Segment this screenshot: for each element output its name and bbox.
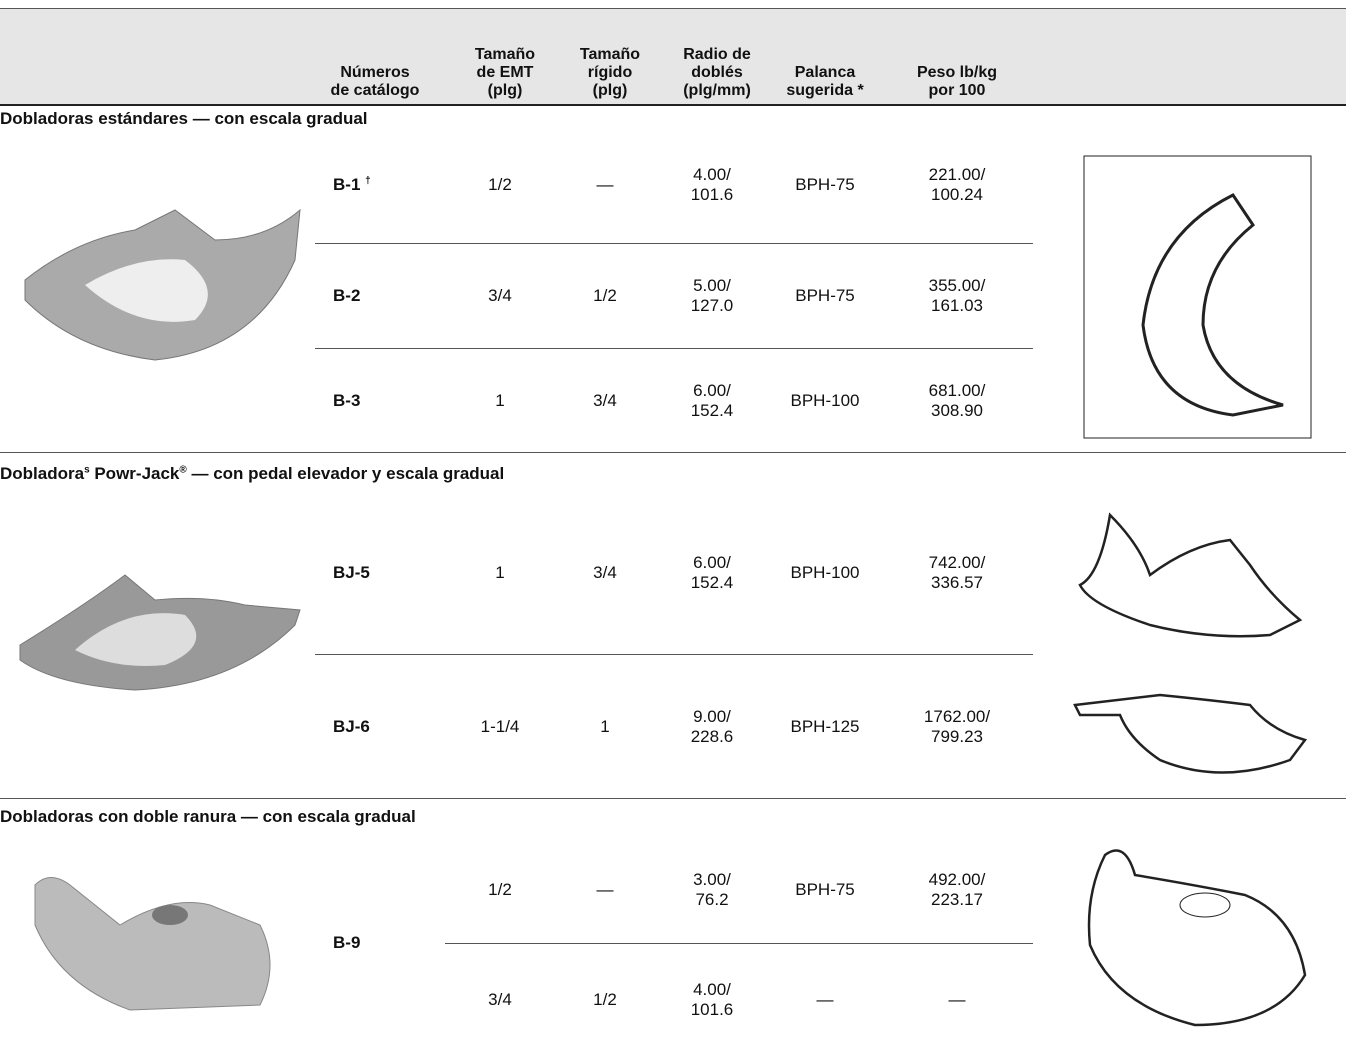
section-title-part: Powr-Jack [89,464,180,483]
table-cell: 1/2 [593,286,617,305]
table-cell: 3/4 [593,563,617,582]
table-cell: 6.00/ 152.4 [690,553,734,592]
section-title-part: Dobladoras estándares — con escala gradu… [0,109,368,128]
column-header: Tamaño de EMT (plg) [474,46,536,99]
row-separator [315,654,1033,655]
table-cell: 1 [495,563,505,582]
section-separator [0,452,1346,453]
section-separator [0,798,1346,799]
table-cell: 3/4 [593,391,617,410]
table-cell: 681.00/ 308.90 [928,381,986,420]
table-cell: 492.00/ 223.17 [928,870,986,909]
table-cell: 1/2 [593,990,617,1009]
table-cell: BPH-100 [790,391,860,410]
table-cell: 742.00/ 336.57 [928,553,986,592]
catalog-number: B-2 [333,286,361,305]
table-cell: 4.00/ 101.6 [690,980,734,1019]
table-cell: — [948,990,966,1009]
product-image [24,208,301,361]
table-cell: 3.00/ 76.2 [693,870,731,909]
table-cell: 1 [495,391,505,410]
section-title-part: ® [179,464,187,476]
table-header [0,8,1346,106]
table-cell: BPH-75 [795,880,855,899]
table-cell: BPH-125 [790,717,860,736]
catalog-number: BJ-5 [333,563,370,582]
section-title-part: — con pedal elevador y escala gradual [186,464,505,483]
row-separator [445,943,1033,944]
column-header: Peso lb/kg por 100 [916,64,998,99]
table-cell: 1/2 [488,880,512,899]
table-cell: BPH-75 [795,175,855,194]
catalog-number: BJ-6 [333,717,370,736]
column-header: Tamaño rígido (plg) [579,46,641,99]
table-cell: 6.00/ 152.4 [690,381,734,420]
column-header: Palanca sugerida * [786,64,864,99]
table-cell: 1762.00/ 799.23 [923,707,991,746]
product-image [1083,155,1312,439]
section-title: Dobladoras con doble ranura — con escala… [0,807,416,827]
table-cell: 3/4 [488,286,512,305]
product-image [1078,512,1303,638]
table-cell: BPH-100 [790,563,860,582]
section-title: Dobladoras estándares — con escala gradu… [0,109,368,129]
product-image [19,574,301,691]
table-cell: 1/2 [488,175,512,194]
table-cell: 3/4 [488,990,512,1009]
product-image [1073,693,1308,774]
table-cell: — [596,880,614,899]
row-separator [315,348,1033,349]
column-header: Radio de doblés (plg/mm) [683,46,751,99]
row-separator [315,243,1033,244]
table-cell: 5.00/ 127.0 [690,276,734,315]
table-cell: 221.00/ 100.24 [928,165,986,204]
catalog-number: B-9 [333,933,361,952]
section-title-part: Dobladora [0,464,85,483]
table-cell: BPH-75 [795,286,855,305]
product-image [34,877,271,1011]
column-header: Números de catálogo [330,64,420,99]
section-title-part: Dobladoras con doble ranura — con escala… [0,807,416,826]
table-cell: — [816,990,834,1009]
table-cell: 1 [600,717,610,736]
footnote-mark: † [365,175,371,187]
product-image [1087,849,1307,1027]
table-cell: 4.00/ 101.6 [690,165,734,204]
section-title-part: s [84,464,90,476]
table-cell: 355.00/ 161.03 [928,276,986,315]
table-cell: — [596,175,614,194]
table-cell: 9.00/ 228.6 [690,707,734,746]
table-cell: 1-1/4 [480,717,520,736]
catalog-number: B-3 [333,391,361,410]
catalog-number: B-1 † [333,175,371,194]
section-title: Dobladoras Powr-Jack® — con pedal elevad… [0,464,504,484]
